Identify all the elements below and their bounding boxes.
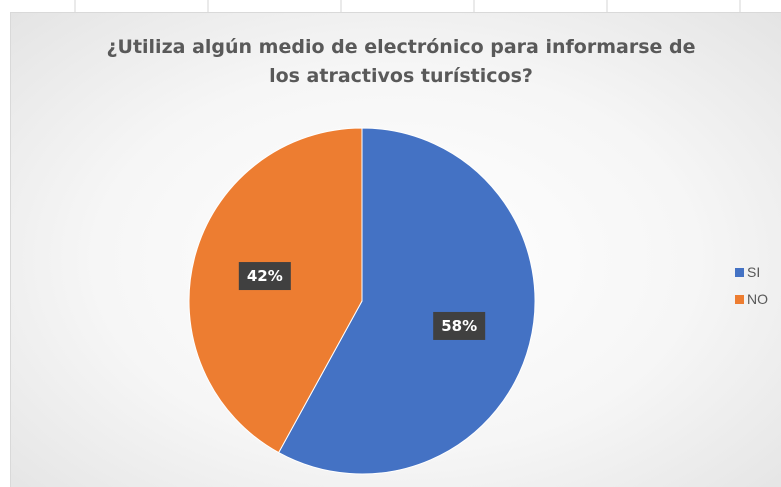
legend-label-no: NO — [747, 291, 768, 307]
legend-swatch-si — [735, 268, 744, 277]
legend: SI NO — [735, 264, 768, 307]
pie-slices — [188, 127, 536, 475]
pie-slice-no[interactable] — [188, 127, 363, 454]
legend-label-si: SI — [747, 264, 760, 280]
legend-item-si[interactable]: SI — [735, 264, 760, 280]
data-label-no: 42% — [238, 262, 291, 291]
pie-data-labels: 58% 42% — [238, 262, 486, 340]
pie-chart: 58% 42% SI NO — [188, 127, 768, 475]
chart-title-line-1: ¿Utiliza algún medio de electrónico para… — [106, 36, 696, 58]
legend-item-no[interactable]: NO — [735, 291, 768, 307]
data-label-background — [238, 262, 291, 291]
data-label-si: 58% — [433, 311, 486, 340]
chart-area[interactable]: ¿Utiliza algún medio de electrónico para… — [10, 12, 781, 487]
legend-swatch-no — [735, 295, 744, 304]
chart-title-line-2: los atractivos turísticos? — [269, 65, 533, 87]
pie-slice-si[interactable] — [277, 127, 536, 475]
chart-title: ¿Utiliza algún medio de electrónico para… — [71, 33, 731, 91]
data-label-background — [433, 311, 486, 340]
data-label-text: 58% — [441, 317, 477, 335]
data-label-text: 42% — [247, 267, 283, 285]
